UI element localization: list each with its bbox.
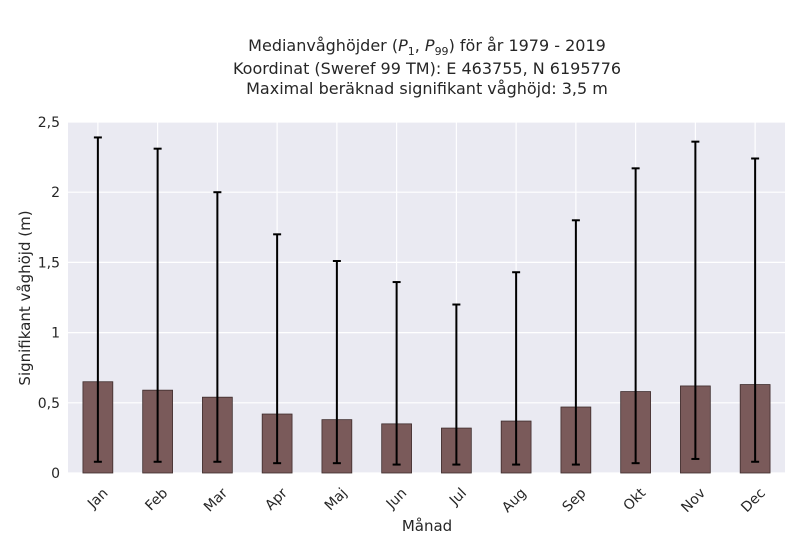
title-p1-subscript: 1 bbox=[408, 45, 415, 58]
title-line-3: Maximal beräknad signifikant våghöjd: 3,… bbox=[246, 79, 608, 98]
title-line-2: Koordinat (Sweref 99 TM): E 463755, N 61… bbox=[233, 59, 621, 78]
x-tick-label-dec: Dec bbox=[738, 485, 768, 515]
x-tick-label-jun: Jun bbox=[383, 485, 410, 512]
y-tick-label: 0 bbox=[51, 466, 60, 482]
x-tick-label-nov: Nov bbox=[678, 485, 709, 516]
x-tick-label-jul: Jul bbox=[446, 485, 470, 509]
title-line-1-prefix: Medianvåghöjder ( bbox=[248, 36, 398, 55]
y-tick-label: 2,5 bbox=[38, 115, 60, 131]
x-axis-label: Månad bbox=[402, 517, 452, 535]
title-line-1: Medianvåghöjder (P1, P99) för år 1979 - … bbox=[248, 36, 606, 58]
x-tick-label-mar: Mar bbox=[201, 485, 231, 515]
title-p1-symbol: P bbox=[398, 36, 408, 55]
x-tick-label-feb: Feb bbox=[142, 485, 171, 514]
y-tick-labels: 0 0,5 1 1,5 2 2,5 bbox=[38, 115, 60, 482]
chart-title: Medianvåghöjder (P1, P99) för år 1979 - … bbox=[233, 36, 621, 98]
x-tick-label-apr: Apr bbox=[262, 485, 291, 514]
y-axis-label: Signifikant våghöjd (m) bbox=[16, 210, 34, 385]
x-tick-labels: Jan Feb Mar Apr Maj Jun Jul Aug Sep Okt Nov Dec bbox=[84, 485, 769, 516]
y-tick-label: 1,5 bbox=[38, 255, 60, 271]
title-p99-subscript: 99 bbox=[435, 45, 449, 58]
x-tick-label-jan: Jan bbox=[84, 485, 111, 512]
error-bars bbox=[93, 136, 760, 466]
plot-area bbox=[68, 122, 785, 473]
y-tick-label: 0,5 bbox=[38, 396, 60, 412]
y-tick-label: 2 bbox=[51, 185, 60, 201]
x-tick-label-okt: Okt bbox=[621, 485, 650, 514]
x-tick-label-maj: Maj bbox=[322, 485, 351, 514]
title-p99-symbol: P bbox=[425, 36, 435, 55]
x-tick-label-aug: Aug bbox=[499, 485, 530, 516]
x-tick-label-sep: Sep bbox=[560, 485, 590, 515]
title-line-1-suffix: ) för år 1979 - 2019 bbox=[449, 36, 606, 55]
y-tick-label: 1 bbox=[51, 326, 60, 342]
title-separator: , bbox=[415, 36, 425, 55]
